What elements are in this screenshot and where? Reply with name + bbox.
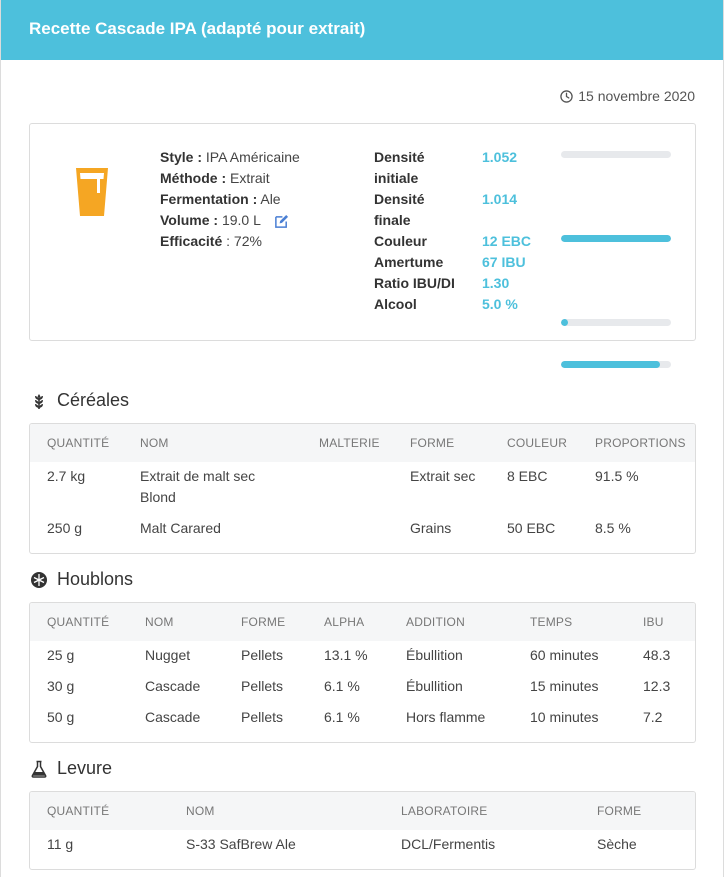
- yeast-table: QUANTITÉ NOM LABORATOIRE FORME 11 g S-33…: [29, 791, 696, 870]
- flask-icon: [29, 760, 49, 778]
- column-header: LABORATOIRE: [401, 804, 488, 818]
- stat-progress-fill: [561, 235, 671, 242]
- table-row: 50 g Cascade Pellets 6.1 % Hors flamme 1…: [47, 709, 663, 725]
- yeast-heading: Levure: [29, 758, 112, 779]
- column-header: NOM: [145, 615, 174, 629]
- fermentation-value: Ale: [260, 191, 281, 207]
- hop-icon: [29, 571, 49, 589]
- stat-progress-bar: [561, 361, 671, 368]
- stat-progress-bar: [561, 151, 671, 158]
- stat-progress-fill: [561, 361, 660, 368]
- stat-progress-fill: [561, 319, 568, 326]
- table-row: 2.7 kg Extrait de malt sec Blond Extrait…: [47, 468, 639, 505]
- stat-label: Alcool: [374, 296, 417, 312]
- stat-value: 1.30: [482, 275, 510, 291]
- method-value: Extrait: [230, 170, 270, 186]
- column-header: ADDITION: [406, 615, 465, 629]
- stat-label: Ratio IBU/DI: [374, 275, 455, 291]
- hops-title: Houblons: [57, 569, 134, 589]
- table-row: 250 g Malt Carared Grains 50 EBC 8.5 %: [47, 520, 631, 536]
- fermentation-line: Fermentation : Ale: [160, 191, 281, 207]
- column-header: NOM: [140, 436, 169, 450]
- volume-line: Volume : 19.0 L: [160, 210, 300, 231]
- hops-table-header: QUANTITÉ NOM FORME ALPHA ADDITION TEMPS …: [30, 603, 695, 641]
- beer-glass-icon: [76, 168, 108, 216]
- date-text: 15 novembre 2020: [578, 88, 695, 104]
- stat-label: Densité finale: [374, 191, 425, 228]
- column-header: FORME: [597, 804, 642, 818]
- stat-value: 12 EBC: [482, 233, 532, 249]
- column-header: NOM: [186, 804, 215, 818]
- column-header: FORME: [241, 615, 286, 629]
- cereals-table: QUANTITÉ NOM MALTERIE FORME COULEUR PROP…: [29, 423, 696, 554]
- stat-value: 1.014: [482, 191, 518, 207]
- stat-value: 67 IBU: [482, 254, 526, 270]
- column-header: QUANTITÉ: [47, 804, 110, 818]
- style-value: IPA Américaine: [205, 149, 300, 165]
- stat-label: Densité initiale: [374, 149, 425, 186]
- style-line: Style : IPA Américaine: [160, 149, 300, 165]
- column-header: TEMPS: [530, 615, 573, 629]
- stat-value: 5.0 %: [482, 296, 518, 312]
- column-header: ALPHA: [324, 615, 365, 629]
- yeast-table-header: QUANTITÉ NOM LABORATOIRE FORME: [30, 792, 695, 830]
- stat-progress-bar: [561, 319, 671, 326]
- wheat-icon: [29, 392, 49, 410]
- header-bar: Recette Cascade IPA (adapté pour extrait…: [1, 0, 723, 60]
- method-line: Méthode : Extrait: [160, 170, 270, 186]
- column-header: QUANTITÉ: [47, 436, 110, 450]
- table-row: 11 g S-33 SafBrew Ale DCL/Fermentis Sèch…: [47, 836, 637, 852]
- clock-icon: [560, 89, 573, 103]
- recipe-date: 15 novembre 2020: [560, 88, 695, 104]
- recipe-title: Recette Cascade IPA (adapté pour extrait…: [29, 19, 366, 38]
- stat-label: Amertume: [374, 254, 444, 270]
- volume-value: 19.0 L: [221, 212, 261, 228]
- recipe-summary-card: Style : IPA Américaine Méthode : Extrait…: [29, 123, 696, 452]
- column-header: FORME: [410, 436, 455, 450]
- recipe-properties: Style : IPA Américaine Méthode : Extrait…: [160, 147, 300, 252]
- cereals-title: Céréales: [57, 390, 130, 410]
- table-row: 25 g Nugget Pellets 13.1 % Ébullition 60…: [47, 647, 671, 663]
- table-row: 30 g Cascade Pellets 6.1 % Ébullition 15…: [47, 678, 671, 694]
- stat-label: Couleur: [374, 233, 427, 249]
- stat-value: 1.052: [482, 149, 518, 165]
- column-header: IBU: [643, 615, 664, 629]
- cereals-table-header: QUANTITÉ NOM MALTERIE FORME COULEUR PROP…: [30, 424, 695, 462]
- hops-heading: Houblons: [29, 569, 133, 590]
- column-header: COULEUR: [507, 436, 568, 450]
- edit-icon[interactable]: [274, 214, 289, 229]
- column-header: PROPORTIONS: [595, 436, 686, 450]
- hops-table: QUANTITÉ NOM FORME ALPHA ADDITION TEMPS …: [29, 602, 696, 743]
- stat-progress-bar: [561, 235, 671, 242]
- efficiency-line: Efficacité : 72%: [160, 233, 262, 249]
- cereals-heading: Céréales: [29, 390, 129, 411]
- column-header: QUANTITÉ: [47, 615, 110, 629]
- yeast-title: Levure: [57, 758, 113, 778]
- efficiency-value: : 72%: [226, 233, 262, 249]
- column-header: MALTERIE: [319, 436, 380, 450]
